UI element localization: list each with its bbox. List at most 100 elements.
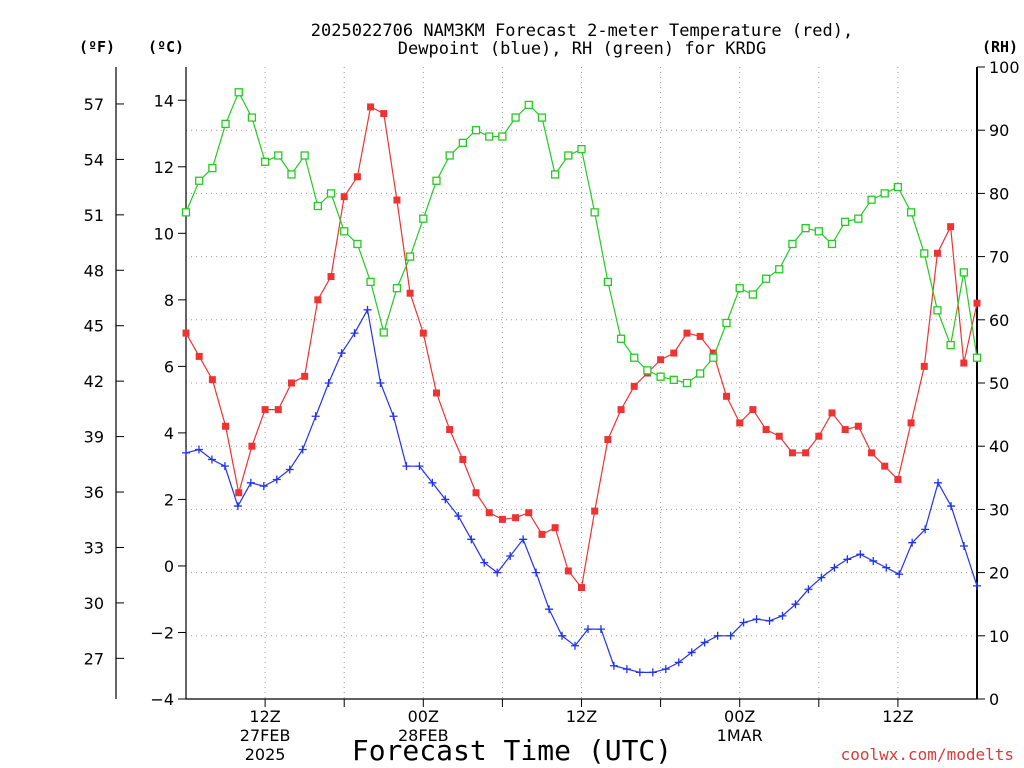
fahrenheit-tick-label: 51 [84, 206, 104, 225]
credit-text: coolwx.com/modelts [841, 745, 1014, 764]
data-point [182, 329, 190, 337]
celsius-tick-label: −2 [150, 623, 174, 642]
data-point [841, 217, 850, 226]
celsius-tick-label: 14 [154, 91, 174, 110]
data-point [830, 563, 839, 572]
data-point [880, 189, 889, 198]
x-tick-label: 12Z [566, 707, 597, 726]
data-point [208, 163, 217, 173]
data-point [947, 223, 955, 231]
data-point [895, 570, 904, 579]
data-point [493, 568, 502, 577]
data-point [709, 353, 718, 362]
data-point [220, 462, 229, 471]
data-point [882, 563, 891, 572]
data-point [208, 376, 216, 384]
rh-tick-label: 30 [989, 500, 1009, 519]
unit-label-rh: (RH) [982, 38, 1018, 56]
data-point [578, 584, 585, 592]
data-point [868, 449, 876, 457]
data-point [446, 426, 454, 434]
data-point [181, 208, 191, 217]
x-tick-label: 2025 [245, 745, 286, 764]
data-point [222, 422, 230, 430]
series-rh [181, 88, 982, 388]
data-point [921, 525, 930, 534]
data-point [485, 132, 494, 141]
data-point [519, 535, 528, 544]
data-point [445, 151, 454, 160]
data-point [363, 305, 372, 314]
data-point [234, 88, 243, 97]
chart-title-line2: Dewpoint (blue), RH (green) for KRDG [398, 39, 766, 59]
data-point [791, 600, 800, 609]
data-point [973, 299, 981, 307]
data-point [550, 170, 560, 179]
data-point [221, 119, 230, 129]
fahrenheit-tick-label: 54 [84, 150, 104, 169]
fahrenheit-tick-label: 30 [84, 594, 104, 613]
data-point [778, 611, 787, 620]
data-point [735, 284, 744, 293]
x-tick-label: 1MAR [717, 726, 763, 745]
data-point [893, 182, 903, 192]
data-point [635, 668, 644, 677]
data-point [752, 615, 761, 624]
data-point [630, 353, 639, 362]
data-point [622, 665, 631, 674]
data-point [480, 558, 489, 567]
data-point [723, 392, 731, 400]
data-point [246, 478, 255, 487]
data-point [428, 478, 437, 487]
data-point [661, 665, 670, 674]
data-point [532, 568, 541, 577]
data-point [749, 406, 757, 414]
data-point [920, 249, 929, 258]
data-point [577, 145, 586, 154]
fahrenheit-tick-label: 27 [84, 649, 104, 668]
data-point [537, 113, 547, 122]
data-point [815, 432, 823, 440]
data-point [313, 201, 322, 211]
axis-ticks: −4 −2 0 2 4 6 8 10 12 14 27 30 33 36 39 42 45 48 51 54 57 0 10… [84, 58, 1020, 764]
celsius-tick-label: 8 [164, 291, 174, 310]
data-point [545, 605, 554, 614]
data-point [432, 176, 441, 185]
data-point [287, 379, 295, 387]
data-point [827, 239, 837, 249]
x-tick-label: 28FEB [398, 726, 449, 745]
data-point [920, 362, 928, 370]
data-point [973, 581, 981, 590]
x-tick-label: 12Z [249, 707, 280, 726]
data-point [696, 332, 704, 340]
data-point [367, 103, 375, 111]
data-point [722, 318, 731, 328]
fahrenheit-tick-label: 57 [84, 95, 104, 114]
data-point [828, 409, 836, 417]
data-point [736, 419, 744, 427]
data-point [682, 378, 692, 388]
data-point [817, 573, 826, 582]
data-point [324, 379, 333, 387]
data-point [406, 289, 414, 297]
rh-tick-label: 0 [989, 690, 999, 709]
data-point [459, 456, 467, 464]
data-point [287, 170, 296, 179]
data-point [353, 239, 362, 249]
fahrenheit-tick-label: 48 [84, 261, 104, 280]
data-point [656, 372, 665, 381]
rh-tick-label: 100 [989, 58, 1020, 77]
data-point [748, 290, 758, 299]
data-point [393, 196, 401, 204]
data-point [298, 445, 307, 454]
data-point [854, 422, 862, 430]
data-point [643, 366, 652, 375]
celsius-tick-label: 0 [164, 557, 174, 576]
data-point [617, 406, 625, 414]
data-point [739, 618, 748, 627]
data-point [458, 138, 468, 147]
data-point [314, 296, 322, 304]
data-point [959, 268, 968, 277]
data-point [311, 412, 320, 421]
data-point [775, 432, 783, 440]
